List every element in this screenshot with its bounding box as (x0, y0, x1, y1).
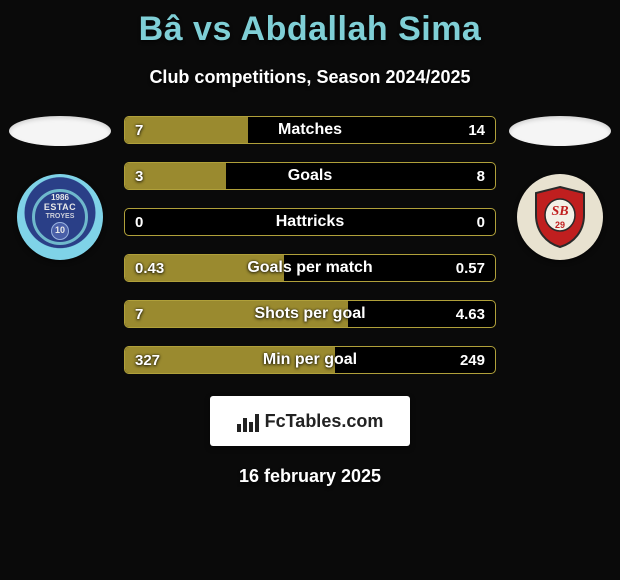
badge-left-name: ESTAC (44, 203, 76, 213)
stat-value-right: 4.63 (456, 306, 485, 323)
body-row: 1986 ESTAC TROYES 10 7Matches14 3Goals8 0H… (0, 116, 620, 374)
stat-value-right: 249 (460, 352, 485, 369)
stat-value-right: 0.57 (456, 260, 485, 277)
stat-bars: 7Matches14 3Goals8 0Hattricks0 0.43Goals pe… (120, 116, 500, 374)
player-photo-placeholder-right (509, 116, 611, 146)
stat-bar: 0Hattricks0 (124, 208, 496, 236)
svg-text:29: 29 (555, 220, 565, 230)
badge-left-num: 10 (51, 222, 69, 240)
stat-value-right: 14 (468, 122, 485, 139)
stat-bar: 0.43Goals per match0.57 (124, 254, 496, 282)
comparison-infographic: Bâ vs Abdallah Sima Club competitions, S… (0, 0, 620, 580)
page-subtitle: Club competitions, Season 2024/2025 (0, 67, 620, 88)
stat-bar-fill-left (125, 117, 248, 143)
stat-bar-fill-left (125, 301, 348, 327)
stat-bar: 3Goals8 (124, 162, 496, 190)
svg-text:SB: SB (551, 204, 568, 219)
badge-left-sub: TROYES (46, 213, 75, 221)
watermark-text: FcTables.com (265, 411, 384, 432)
stat-bar: 327Min per goal249 (124, 346, 496, 374)
stat-value-left: 0 (135, 214, 143, 231)
stat-label: Hattricks (125, 213, 495, 231)
stat-value-right: 8 (477, 168, 485, 185)
stat-bar: 7Shots per goal4.63 (124, 300, 496, 328)
club-badge-left-inner: 1986 ESTAC TROYES 10 (32, 189, 88, 245)
date-stamp: 16 february 2025 (0, 466, 620, 487)
stat-bar-fill-left (125, 163, 226, 189)
right-side: SB 29 (500, 116, 620, 260)
shield-icon: SB 29 (532, 185, 588, 249)
club-badge-left: 1986 ESTAC TROYES 10 (17, 174, 103, 260)
stat-bar: 7Matches14 (124, 116, 496, 144)
stat-value-right: 0 (477, 214, 485, 231)
stat-bar-fill-left (125, 255, 284, 281)
player-photo-placeholder-left (9, 116, 111, 146)
bar-chart-icon (237, 410, 259, 432)
watermark: FcTables.com (210, 396, 410, 446)
page-title: Bâ vs Abdallah Sima (0, 0, 620, 49)
club-badge-right: SB 29 (517, 174, 603, 260)
stat-bar-fill-left (125, 347, 335, 373)
left-side: 1986 ESTAC TROYES 10 (0, 116, 120, 260)
